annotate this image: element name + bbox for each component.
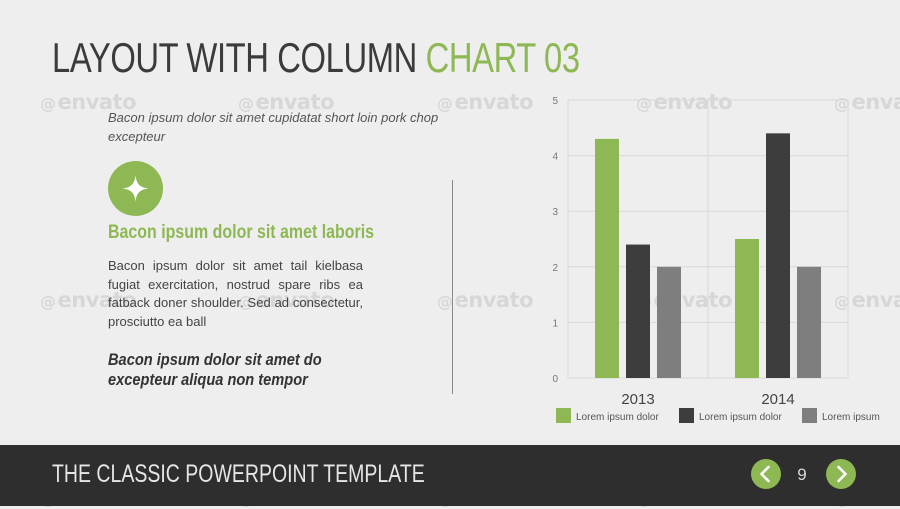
x-tick-label: 2013 [621, 391, 654, 408]
title-accent: CHART 03 [425, 34, 580, 81]
envato-watermark: @envato [40, 288, 137, 312]
bar [626, 244, 650, 378]
legend-swatch [556, 408, 571, 423]
sparkle-icon [122, 175, 149, 202]
y-tick-label: 0 [552, 374, 558, 385]
envato-watermark: @envato [238, 288, 335, 312]
footer-bar: THE CLASSIC POWERPOINT TEMPLATE 9 [0, 445, 900, 506]
footer-title: THE CLASSIC POWERPOINT TEMPLATE [52, 460, 425, 488]
y-tick-label: 5 [552, 96, 558, 107]
subheading: Bacon ipsum dolor sit amet laboris [108, 222, 375, 243]
next-slide-button[interactable] [826, 459, 856, 489]
chevron-right-icon [837, 465, 847, 483]
envato-watermark: @envato [834, 288, 900, 312]
bar [766, 133, 790, 378]
envato-watermark: @envato [40, 90, 137, 114]
legend-swatch [802, 408, 817, 423]
body-text: Bacon ipsum dolor sit amet tail kielbasa… [108, 258, 363, 329]
bar [797, 266, 821, 378]
envato-watermark: @envato [437, 288, 534, 312]
x-tick-label: 2014 [761, 391, 794, 408]
bar [595, 138, 619, 378]
envato-watermark: @envato [834, 90, 900, 114]
y-tick-label: 1 [552, 318, 558, 329]
sparkle-badge [108, 161, 163, 216]
y-tick-label: 3 [552, 207, 558, 218]
legend-label: Lorem ipsum dolor [576, 412, 659, 423]
chevron-left-icon [760, 465, 770, 483]
vertical-divider [452, 180, 453, 394]
y-tick-label: 2 [552, 263, 558, 274]
slide-title: LAYOUT WITH COLUMN CHART 03 [52, 34, 580, 82]
page-number: 9 [797, 465, 807, 484]
y-tick-label: 4 [552, 152, 558, 163]
envato-watermark: @envato [238, 90, 335, 114]
quote-text: Bacon ipsum dolor sit amet do excepteur … [108, 350, 322, 389]
prev-slide-button[interactable] [751, 459, 781, 489]
bar [657, 266, 681, 378]
legend-label: Lorem ipsum dolor [699, 412, 782, 423]
envato-watermark: @envato [636, 90, 733, 114]
envato-watermark: @envato [437, 90, 534, 114]
legend-label: Lorem ipsum [822, 412, 880, 423]
bar [735, 239, 759, 378]
title-main: LAYOUT WITH COLUMN [52, 34, 426, 81]
intro-text: Bacon ipsum dolor sit amet cupidatat sho… [108, 110, 439, 144]
legend-swatch [679, 408, 694, 423]
column-chart: 0 1 2 3 4 5 2013 2014 Lorem ipsum dolor Lorem ips… [552, 96, 880, 423]
